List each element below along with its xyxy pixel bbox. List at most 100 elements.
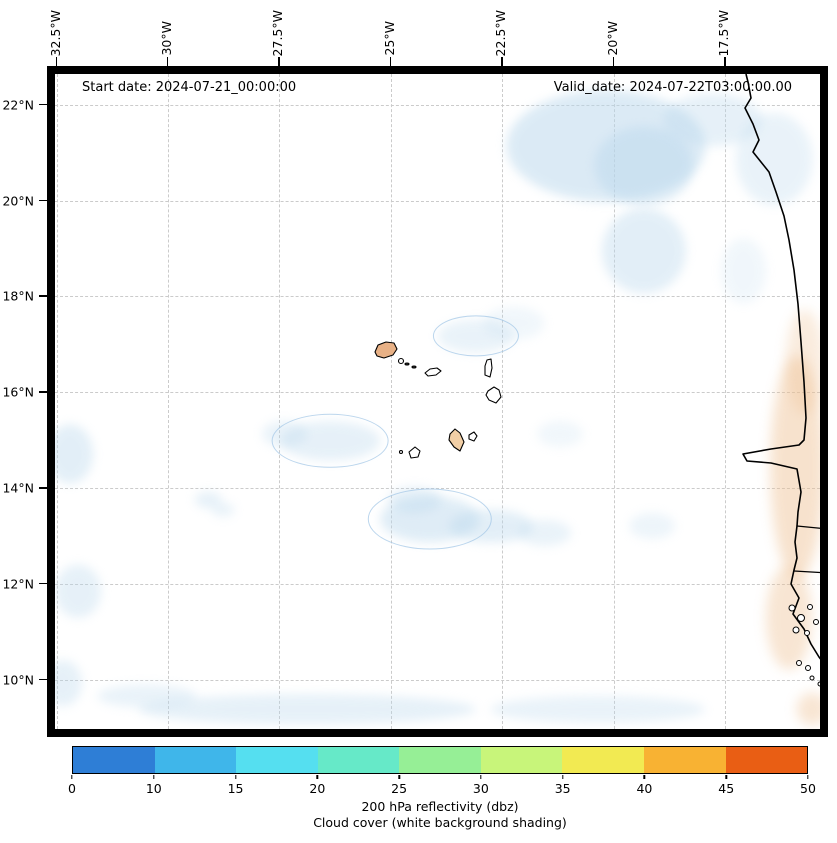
colorbar-segment bbox=[236, 747, 318, 773]
colorbar-tick-label: 20 bbox=[309, 781, 326, 796]
colorbar-tick-mark bbox=[71, 775, 73, 779]
colorbar-tick-mark bbox=[807, 775, 809, 779]
map-plot-area: Start date: 2024-07-21_00:00:00 Valid_da… bbox=[47, 66, 828, 737]
gridline-vertical bbox=[613, 74, 615, 729]
lon-tick-mark bbox=[612, 57, 615, 66]
bijagos-island bbox=[809, 675, 815, 681]
cloud-shading-patch bbox=[211, 502, 235, 517]
latitude-axis: 22°N 20°N 18°N 16°N 14°N 12°N 10°N bbox=[0, 74, 47, 729]
cloud-shading-patch bbox=[628, 512, 675, 540]
lat-tick-label: 16°N bbox=[2, 384, 34, 400]
gridline-vertical bbox=[279, 74, 281, 729]
bijagos-island bbox=[788, 604, 796, 612]
lon-tick-mark bbox=[724, 57, 726, 66]
gambia-river bbox=[796, 525, 820, 529]
cloud-shading-patch bbox=[720, 237, 767, 304]
brava-island bbox=[398, 449, 404, 455]
bijagos-islands bbox=[788, 604, 820, 687]
lat-tick-label: 10°N bbox=[2, 672, 34, 688]
cloud-shading-patch bbox=[506, 90, 706, 202]
lon-tick-label: 32.5°W bbox=[47, 9, 63, 56]
bijagos-island bbox=[797, 614, 805, 622]
lon-tick-label: 25°W bbox=[381, 21, 397, 56]
gridline-vertical bbox=[56, 74, 58, 729]
colorbar bbox=[72, 746, 808, 774]
colorbar-tick-mark bbox=[480, 775, 482, 779]
lat-tick-mark bbox=[39, 199, 47, 202]
santa-luzia-island bbox=[404, 362, 410, 366]
lon-tick-mark bbox=[166, 57, 169, 66]
cloud-shading-patch bbox=[139, 694, 476, 725]
fogo-island bbox=[408, 446, 421, 459]
colorbar-segment bbox=[643, 747, 726, 773]
cloud-shading-patch bbox=[55, 565, 101, 618]
lon-tick-label: 20°W bbox=[604, 21, 620, 56]
cape-verde-islands bbox=[374, 341, 502, 459]
lat-tick-label: 20°N bbox=[2, 193, 34, 209]
colorbar-tick-label: 40 bbox=[636, 781, 653, 796]
terrain-shading-patch bbox=[797, 692, 820, 726]
cloud-shading-patch bbox=[55, 424, 94, 484]
colorbar-tick-mark bbox=[234, 775, 237, 779]
lon-tick-label: 22.5°W bbox=[493, 9, 509, 56]
gridline-vertical bbox=[390, 74, 392, 729]
colorbar-tick-label: 30 bbox=[472, 781, 489, 796]
gridline-horizontal bbox=[55, 296, 820, 298]
gridline-vertical bbox=[502, 74, 504, 729]
bijagos-island bbox=[807, 604, 813, 610]
gridline-vertical bbox=[725, 74, 727, 729]
casamance-river bbox=[793, 570, 820, 574]
african-coastline bbox=[742, 74, 820, 660]
lat-tick-mark bbox=[39, 295, 47, 297]
colorbar-tick-label: 10 bbox=[145, 781, 162, 796]
colorbar-tick-mark bbox=[316, 775, 319, 779]
cloud-shading-patch bbox=[663, 93, 763, 147]
valid-date-label: Valid_date: 2024-07-22T03:00:00.00 bbox=[553, 80, 792, 95]
sao-vicente-island bbox=[397, 357, 405, 365]
bijagos-island bbox=[813, 619, 819, 625]
lon-tick-mark bbox=[501, 57, 503, 66]
gridline-horizontal bbox=[55, 104, 820, 106]
santo-antao-island bbox=[374, 341, 398, 359]
colorbar-tick-mark bbox=[398, 775, 400, 779]
bijagos-island bbox=[796, 660, 802, 666]
gridline-horizontal bbox=[55, 583, 820, 585]
gridline-horizontal bbox=[55, 200, 820, 202]
lat-tick-mark bbox=[39, 582, 47, 585]
colorbar-segment bbox=[480, 747, 563, 773]
colorbar-tick-label: 0 bbox=[68, 781, 76, 796]
sao-nicolau-island bbox=[424, 367, 442, 377]
lon-tick-mark bbox=[389, 57, 392, 66]
colorbar-tick-label: 15 bbox=[227, 781, 244, 796]
lon-tick-mark bbox=[55, 57, 58, 66]
maio-island bbox=[468, 431, 478, 442]
colorbar-tick-mark bbox=[561, 775, 564, 779]
lat-tick-label: 12°N bbox=[2, 576, 34, 592]
cloud-contour-ring bbox=[272, 413, 389, 468]
cloud-shading-patch bbox=[491, 696, 706, 723]
lat-tick-mark bbox=[39, 103, 47, 106]
bijagos-island bbox=[817, 681, 820, 687]
longitude-axis: 32.5°W 30°W 27.5°W 25°W 22.5°W 20°W 17.5°W bbox=[48, 0, 820, 66]
branco-island bbox=[411, 365, 417, 369]
lat-tick-mark bbox=[39, 487, 47, 489]
colorbar-subtitle: Cloud cover (white background shading) bbox=[313, 815, 567, 830]
gridline-vertical bbox=[167, 74, 169, 729]
colorbar-tick-label: 25 bbox=[391, 781, 408, 796]
colorbar-segment bbox=[725, 747, 808, 773]
lat-tick-mark bbox=[39, 678, 47, 681]
colorbar-tick-label: 35 bbox=[554, 781, 571, 796]
lon-tick-label: 30°W bbox=[158, 21, 174, 56]
cloud-shading-patch bbox=[97, 684, 197, 708]
lat-tick-label: 22°N bbox=[2, 97, 34, 113]
colorbar-tick-mark bbox=[725, 775, 727, 779]
lat-tick-label: 18°N bbox=[2, 288, 34, 304]
cloud-shading-patch bbox=[536, 421, 583, 448]
lon-tick-mark bbox=[278, 57, 280, 66]
colorbar-segment bbox=[73, 747, 155, 773]
gridline-horizontal bbox=[55, 679, 820, 681]
cloud-shading-patch bbox=[594, 126, 694, 205]
colorbar-tick-label: 50 bbox=[800, 781, 816, 796]
bijagos-island bbox=[805, 665, 811, 671]
